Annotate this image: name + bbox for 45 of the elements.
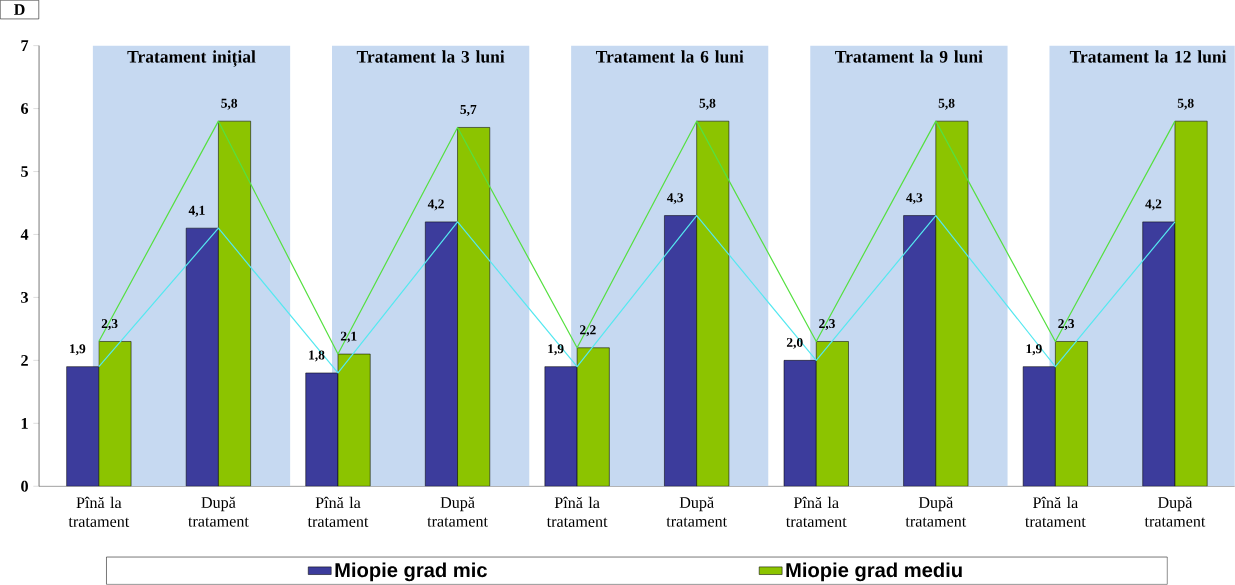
data-label: 1,9 bbox=[548, 344, 564, 356]
data-label: 4,3 bbox=[906, 193, 923, 205]
y-tick-label: 5 bbox=[21, 166, 28, 178]
data-label: 5,8 bbox=[221, 98, 238, 110]
x-tick-label: După tratament bbox=[666, 496, 728, 527]
annotation: Tratament la 9 luni bbox=[835, 50, 983, 63]
y-tick-label: 6 bbox=[21, 103, 29, 115]
data-label: 2,3 bbox=[1058, 319, 1075, 331]
data-label: 4,2 bbox=[1145, 199, 1162, 211]
x-tick-label: După tratament bbox=[188, 496, 249, 527]
x-tick-label: Pînă la tratament bbox=[785, 496, 847, 528]
data-label: 1,9 bbox=[70, 344, 86, 356]
annotation: Tratament la 12 luni bbox=[1069, 50, 1227, 63]
annotation: Tratament inițial bbox=[127, 50, 256, 68]
data-label: 5,8 bbox=[699, 98, 716, 110]
x-tick-label: Pînă la tratament bbox=[1025, 496, 1086, 528]
data-label: 2,3 bbox=[819, 319, 835, 331]
data-label: 1,8 bbox=[309, 350, 325, 362]
x-tick-label: Pînă la tratament bbox=[68, 496, 130, 528]
data-label: 5,8 bbox=[938, 98, 955, 110]
data-label: 4,1 bbox=[188, 205, 205, 217]
x-tick-label: Pînă la tratament bbox=[546, 496, 608, 528]
y-tick-label: 3 bbox=[21, 292, 29, 303]
data-label: 2,3 bbox=[101, 319, 118, 331]
y-tick-label: 1 bbox=[21, 418, 28, 429]
y-tick-label: 0 bbox=[21, 480, 28, 492]
x-tick-label: După tratament bbox=[427, 496, 488, 527]
data-label: 4,3 bbox=[666, 193, 684, 205]
x-tick-label: Pînă la tratament bbox=[307, 496, 369, 528]
data-label: 2,0 bbox=[786, 338, 803, 350]
data-label: 5,8 bbox=[1177, 98, 1194, 110]
y-axis-title: D bbox=[13, 4, 25, 16]
x-tick-label: După tratament bbox=[1144, 496, 1206, 527]
y-tick-label: 4 bbox=[20, 229, 29, 240]
annotation: Tratament la 6 luni bbox=[595, 50, 744, 63]
line-series bbox=[98, 215, 1176, 374]
y-tick-label: 2 bbox=[21, 355, 28, 366]
x-tick-label: După tratament bbox=[905, 496, 967, 527]
y-tick-label: 7 bbox=[21, 40, 29, 52]
annotation: Tratament la 3 luni bbox=[356, 50, 505, 63]
legend-label: Miopie grad mediu bbox=[786, 562, 962, 582]
data-label: 1,9 bbox=[1026, 344, 1042, 356]
data-label: 4,2 bbox=[427, 199, 444, 211]
legend-label: Miopie grad mic bbox=[335, 562, 487, 582]
data-label: 5,7 bbox=[460, 105, 477, 117]
